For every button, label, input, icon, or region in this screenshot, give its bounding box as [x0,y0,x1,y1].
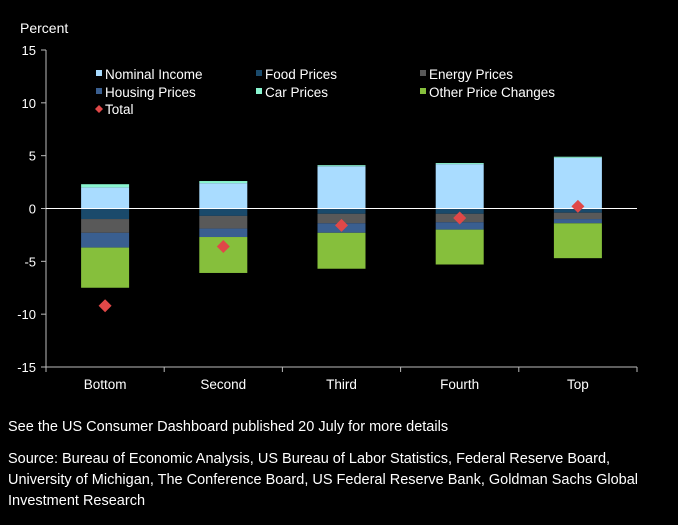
bar-segment [317,213,366,224]
y-tick-label: -15 [17,360,36,375]
bar-segment [553,212,602,220]
chart-source: Source: Bureau of Economic Analysis, US … [8,451,638,509]
legend-label: Nominal Income [105,67,203,82]
y-tick-label: 5 [29,149,36,164]
total-marker [98,299,112,313]
x-tick-label: Top [567,377,589,392]
legend-swatch [256,88,262,94]
legend-swatch [420,70,426,76]
bar-segment [435,222,484,230]
bar-segment [81,187,130,209]
legend-label: Housing Prices [105,85,196,100]
total-marker [216,240,230,254]
bar-segment [81,219,130,233]
bar-segment [199,215,248,229]
bar-segment [199,181,248,184]
bar-segment [435,164,484,209]
total-marker [335,218,348,232]
bar-segment [553,219,602,224]
bar-segment [81,184,130,188]
bar-segment [435,208,484,214]
y-tick-label: 10 [22,96,36,111]
x-tick-label: Third [326,377,357,392]
legend-swatch [256,70,262,76]
legend-label: Car Prices [265,85,328,100]
bar-segment [317,208,366,214]
bar-segment [199,208,248,216]
bar-segment [435,163,484,165]
bar-segment [199,183,248,209]
bar-segment [81,247,130,288]
total-marker [453,211,467,225]
legend-label: Total [105,102,134,117]
bar-segment [81,208,130,220]
chart-footnote: See the US Consumer Dashboard published … [8,419,449,435]
stacked-bar-chart: Percent -15 -10 -5 0 5 10 15 Bottom Second Third F… [17,20,638,392]
legend-label: Food Prices [265,67,337,82]
x-tick-label: Second [200,377,246,392]
x-tick-label: Bottom [84,377,127,392]
bar-segment [199,228,248,238]
bar-segment [553,156,602,158]
y-tick-label: 15 [22,43,36,58]
bar-segment [435,229,484,265]
legend-label: Energy Prices [429,67,513,82]
legend-swatch [95,105,103,113]
legend-swatch [96,88,102,94]
total-marker [571,199,585,213]
y-tick-label: 0 [29,202,36,217]
x-tick-label: Fourth [440,377,479,392]
legend-swatch [96,70,102,76]
y-axis-title: Percent [20,20,68,36]
bar-segment [553,223,602,259]
y-tick-label: -10 [17,307,36,322]
bar-segment [81,232,130,248]
legend-label: Other Price Changes [429,85,555,100]
legend-swatch [420,88,426,94]
bar-segment [317,166,366,209]
bar-segment [317,232,366,269]
y-tick-label: -5 [24,254,36,269]
bar-segment [317,165,366,167]
